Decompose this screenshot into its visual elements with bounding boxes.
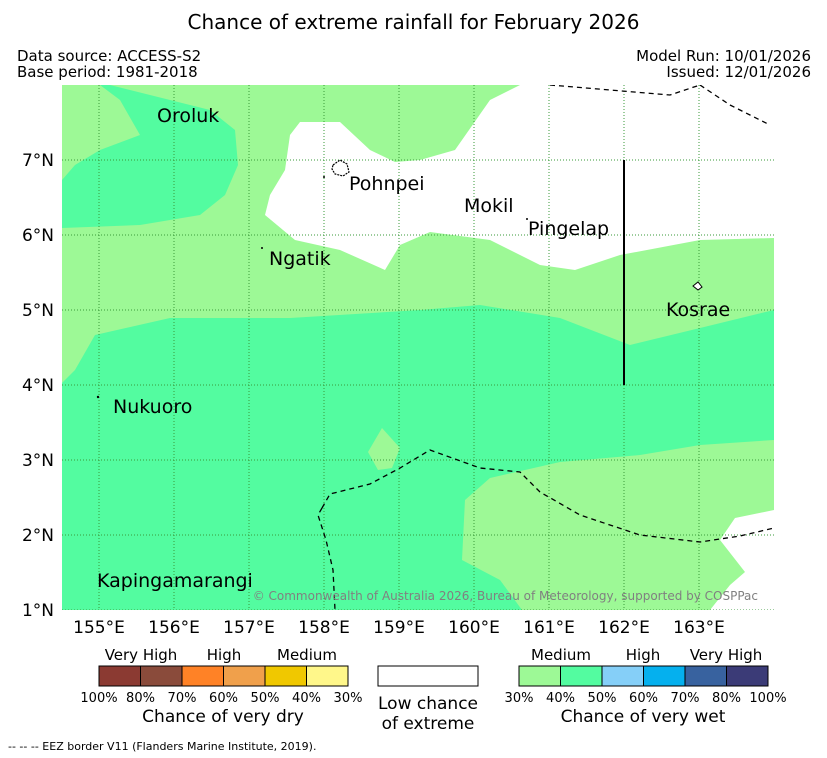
colorbar-cell	[98, 665, 141, 687]
colorbar-cell	[264, 665, 307, 687]
colorbar-cell	[726, 665, 769, 687]
lon-label: 155°E	[73, 618, 125, 638]
lat-axis: 7°N 6°N 5°N 4°N 3°N 2°N 1°N	[22, 151, 54, 621]
wet-label: Chance of very wet	[561, 707, 726, 727]
place-nukuoro: Nukuoro	[113, 396, 192, 418]
colorbar-tick: 70%	[168, 691, 197, 706]
colorbar-tick: 30%	[334, 691, 363, 706]
eez-footnote: -- -- -- EEZ border V11 (Flanders Marine…	[8, 740, 316, 753]
zone-wet-40-edge	[62, 85, 140, 180]
colorbar-tick: 40%	[546, 691, 575, 706]
map-title: Chance of extreme rainfall for February …	[187, 10, 640, 34]
lon-axis: 155°E 156°E 157°E 158°E 159°E 160°E 161°E 162°E…	[73, 618, 725, 638]
dry-cat-medium: Medium	[277, 646, 337, 664]
wet-cat-medium: Medium	[531, 646, 591, 664]
issued-date: Issued: 12/01/2026	[666, 63, 811, 81]
colorbar-cell	[518, 665, 561, 687]
colorbar-tick: 100%	[749, 691, 786, 706]
place-pohnpei: Pohnpei	[349, 173, 425, 195]
low-chance-box	[377, 665, 479, 687]
island-kosrae	[692, 281, 703, 291]
colorbar-cell	[223, 665, 266, 687]
island-ant	[323, 176, 325, 178]
lat-label: 1°N	[22, 601, 54, 621]
dry-cat-high: High	[207, 646, 241, 664]
lon-label: 157°E	[223, 618, 275, 638]
lon-label: 159°E	[373, 618, 425, 638]
zone-low-north	[265, 85, 774, 270]
lat-label: 5°N	[22, 301, 54, 321]
island-nukuoro	[96, 395, 100, 399]
place-kosrae: Kosrae	[666, 299, 730, 321]
wet-ticks: 30% 40% 50% 60% 70% 80% 100%	[505, 691, 787, 706]
colorbar-cell	[306, 665, 349, 687]
wet-cat-high: High	[626, 646, 660, 664]
island-ngatik	[261, 247, 263, 249]
colorbar-cell	[181, 665, 224, 687]
header-left: Data source: ACCESS-S2 Base period: 1981…	[17, 48, 201, 80]
lat-label: 6°N	[22, 226, 54, 246]
colorbar-tick: 80%	[712, 691, 741, 706]
low-label-2: of extreme	[382, 714, 475, 734]
wet-cat-very-high: Very High	[690, 646, 763, 664]
colorbar-tick: 100%	[80, 691, 117, 706]
lat-label: 7°N	[22, 151, 54, 171]
colorbar-cell	[560, 665, 603, 687]
colorbar-tick: 50%	[588, 691, 617, 706]
colorbar-cell	[140, 665, 183, 687]
colorbar-tick: 80%	[126, 691, 155, 706]
colorbar-tick: 50%	[251, 691, 280, 706]
data-source: Data source: ACCESS-S2	[17, 47, 202, 65]
lon-label: 158°E	[298, 618, 350, 638]
zone-low-notch	[372, 85, 395, 92]
dry-cat-very-high: Very High	[105, 646, 178, 664]
model-run: Model Run: 10/01/2026	[636, 47, 811, 65]
eez-border	[317, 85, 774, 610]
colorbar-tick: 30%	[505, 691, 534, 706]
dry-label: Chance of very dry	[142, 707, 304, 727]
lon-label: 156°E	[148, 618, 200, 638]
lon-label: 160°E	[448, 618, 500, 638]
colorbar-cell	[684, 665, 727, 687]
dry-colorbar	[98, 665, 349, 687]
lon-label: 162°E	[598, 618, 650, 638]
colorbar-tick: 60%	[209, 691, 238, 706]
colorbar-cell	[643, 665, 686, 687]
colorbar-tick: 70%	[671, 691, 700, 706]
colorbar-tick: 40%	[292, 691, 321, 706]
dry-ticks: 100% 80% 70% 60% 50% 40% 30%	[80, 691, 362, 706]
wet-colorbar	[518, 665, 769, 687]
place-kapingamarangi: Kapingamarangi	[97, 570, 253, 592]
island-pingelap	[526, 218, 528, 220]
copyright-notice: © Commonwealth of Australia 2026, Bureau…	[253, 589, 758, 603]
base-period: Base period: 1981-2018	[17, 63, 198, 81]
place-pingelap: Pingelap	[528, 218, 609, 240]
lat-label: 4°N	[22, 376, 54, 396]
place-oroluk: Oroluk	[157, 105, 219, 127]
place-mokil: Mokil	[464, 195, 514, 217]
lat-label: 3°N	[22, 451, 54, 471]
colorbar-cell	[601, 665, 644, 687]
lat-label: 2°N	[22, 526, 54, 546]
colorbar-tick: 60%	[629, 691, 658, 706]
lon-label: 163°E	[673, 618, 725, 638]
lon-label: 161°E	[523, 618, 575, 638]
place-ngatik: Ngatik	[269, 248, 331, 270]
island-pohnpei	[331, 159, 350, 177]
header-right: Model Run: 10/01/2026 Issued: 12/01/2026	[636, 48, 811, 80]
low-label-1: Low chance	[378, 694, 478, 714]
